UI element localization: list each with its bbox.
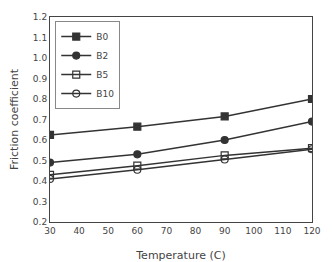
svg-text:1.1: 1.1 [33, 33, 47, 43]
svg-text:0.9: 0.9 [33, 74, 48, 84]
svg-text:70: 70 [161, 226, 173, 236]
svg-text:0.5: 0.5 [33, 156, 47, 166]
svg-text:1.2: 1.2 [33, 12, 47, 22]
svg-text:30: 30 [44, 226, 56, 236]
svg-text:B5: B5 [96, 70, 108, 80]
svg-text:Friction coefficient: Friction coefficient [8, 68, 21, 170]
svg-text:50: 50 [102, 226, 114, 236]
svg-text:0.8: 0.8 [33, 94, 48, 104]
svg-text:120: 120 [303, 226, 320, 236]
svg-text:B2: B2 [96, 51, 108, 61]
svg-text:1.0: 1.0 [33, 53, 48, 63]
svg-text:Temperature (C): Temperature (C) [135, 249, 225, 262]
svg-text:B10: B10 [96, 89, 114, 99]
svg-text:0.2: 0.2 [33, 217, 47, 227]
svg-text:60: 60 [132, 226, 144, 236]
svg-text:0.7: 0.7 [33, 115, 47, 125]
svg-text:40: 40 [73, 226, 85, 236]
svg-text:B0: B0 [96, 32, 108, 42]
svg-text:110: 110 [274, 226, 291, 236]
svg-text:80: 80 [190, 226, 202, 236]
svg-text:100: 100 [245, 226, 262, 236]
svg-text:90: 90 [219, 226, 231, 236]
svg-text:0.4: 0.4 [33, 176, 48, 186]
svg-text:0.6: 0.6 [33, 135, 48, 145]
svg-text:0.3: 0.3 [33, 197, 47, 207]
